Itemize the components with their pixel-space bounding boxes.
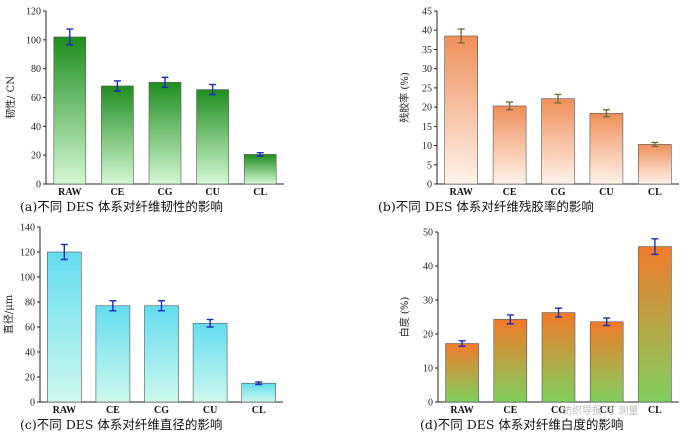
caption-a: (a)不同 DES 体系对纤维韧性的影响 (20, 199, 223, 214)
y-tick-label: 10 (422, 141, 432, 152)
category-label: CU (599, 187, 613, 198)
bar (241, 382, 276, 403)
bar (589, 112, 624, 185)
y-tick-label: 0 (36, 180, 41, 191)
y-tick-label: 35 (422, 45, 432, 56)
category-label: CG (551, 405, 566, 416)
y-tick-label: 25 (422, 83, 432, 94)
bar (148, 82, 182, 185)
category-label: CG (551, 187, 566, 198)
bar (192, 322, 228, 403)
category-label: CG (154, 405, 169, 416)
y-tick-label: 30 (423, 296, 433, 307)
y-tick-label: 100 (26, 35, 41, 46)
y-tick-label: 20 (31, 151, 41, 162)
category-label: CG (158, 187, 173, 198)
y-tick-label: 0 (427, 180, 432, 191)
y-tick-label: 30 (422, 64, 432, 75)
chart-panel-b: 0 5 10 15 20 25 30 35 40 45 残胶率 (%) RAW CE CG CU CL (398, 7, 679, 198)
bar (101, 85, 134, 185)
bar (144, 305, 179, 403)
category-label: CU (203, 405, 217, 416)
bar (46, 251, 82, 403)
bar (53, 36, 87, 185)
category-label: CL (648, 187, 662, 198)
category-label: CE (503, 405, 517, 416)
bar (541, 98, 575, 185)
y-tick-label: 80 (25, 298, 35, 309)
caption-d: (d)不同 DES 体系对纤维白度的影响 (420, 417, 623, 432)
y-tick-label: 80 (31, 64, 41, 75)
y-tick-label: 120 (20, 248, 35, 259)
y-tick-label: 100 (20, 273, 35, 284)
y-tick-label: 10 (423, 364, 433, 375)
y-tick-label: 0 (428, 398, 433, 409)
caption-b: (b)不同 DES 体系对纤维残胶率的影响 (378, 199, 594, 214)
y-tick-label: 40 (25, 348, 35, 359)
bar (444, 35, 479, 185)
y-tick-label: 5 (427, 160, 432, 171)
y-tick-label: 40 (422, 26, 432, 37)
category-label: RAW (450, 405, 473, 416)
caption-c: (c)不同 DES 体系对纤维直径的影响 (20, 417, 222, 432)
chart-panel-d: 0 10 20 30 40 50 白度 (%) RAW CE CG CU CL (398, 228, 679, 416)
y-tick-label: 120 (26, 7, 41, 18)
y-tick-label: 60 (25, 323, 35, 334)
y-tick-label: 20 (423, 330, 433, 341)
category-label: CU (599, 405, 613, 416)
category-label: CE (106, 405, 120, 416)
bar (589, 321, 624, 403)
y-axis-title: 残胶率 (%) (398, 72, 411, 123)
category-label: CL (252, 405, 266, 416)
bar (493, 319, 528, 403)
y-tick-label: 15 (422, 122, 432, 133)
y-tick-label: 40 (423, 262, 433, 273)
category-label: CE (110, 187, 124, 198)
y-tick-label: 50 (423, 228, 433, 239)
category-label: CL (253, 187, 267, 198)
bar (243, 154, 277, 185)
y-tick-label: 0 (30, 398, 35, 409)
y-axis-title: 直径/μm (2, 294, 15, 334)
category-label: RAW (450, 187, 473, 198)
category-label: CL (648, 405, 662, 416)
bar (95, 305, 131, 403)
category-label: RAW (53, 405, 76, 416)
category-label: RAW (58, 187, 81, 198)
bar (492, 105, 527, 185)
y-tick-label: 140 (20, 223, 35, 234)
y-tick-label: 40 (31, 122, 41, 133)
chart-panel-a: 0 20 40 60 80 100 120 韧性/ CN RAW CE CG CU CL (4, 7, 284, 198)
bar (638, 246, 672, 403)
y-axis-title: 白度 (%) (398, 297, 411, 338)
chart-panel-c: 0 20 40 60 80 100 120 140 直径/μm RAW CE CG CU CL (2, 223, 283, 416)
y-tick-label: 20 (422, 103, 432, 114)
y-axis-title: 韧性/ CN (4, 76, 17, 119)
bar (445, 343, 479, 403)
y-tick-label: 20 (25, 373, 35, 384)
bar (541, 312, 576, 403)
category-label: CU (205, 187, 219, 198)
bar (637, 144, 672, 185)
bar (196, 89, 229, 185)
y-tick-label: 45 (422, 7, 432, 18)
watermark-text: 纺织导报 与 测量 (562, 404, 638, 417)
category-label: CE (503, 187, 517, 198)
y-tick-label: 60 (31, 93, 41, 104)
